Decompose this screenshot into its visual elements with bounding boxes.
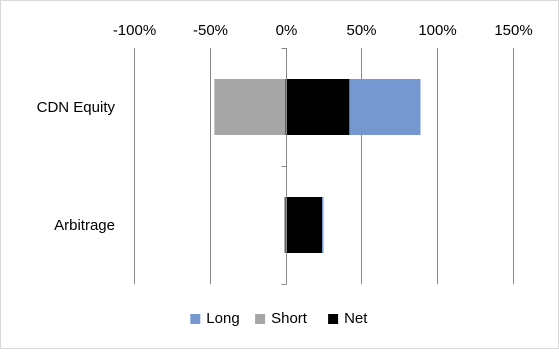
- bar-short-cdn-equity: [214, 79, 286, 135]
- bar-net-cdn-equity: [285, 79, 350, 135]
- x-tick-label: 50%: [346, 22, 376, 39]
- x-tick-label: 100%: [418, 22, 456, 39]
- bar-net-arbitrage: [285, 197, 322, 253]
- legend: Long Short Net: [190, 310, 368, 327]
- category-label: Arbitrage: [54, 217, 115, 234]
- legend-swatch-net: [328, 314, 339, 324]
- bar-short-arbitrage: [284, 197, 286, 253]
- x-tick-label: 0%: [276, 22, 298, 39]
- x-tick-label: -50%: [193, 22, 228, 39]
- legend-label-short: Short: [271, 310, 308, 327]
- legend-label-long: Long: [206, 310, 239, 327]
- legend-swatch-long: [190, 314, 201, 324]
- legend-label-net: Net: [344, 310, 368, 327]
- category-labels: CDN Equity Arbitrage: [37, 99, 116, 234]
- category-axis: [281, 48, 287, 285]
- legend-swatch-short: [255, 314, 266, 324]
- x-tick-label: -100%: [113, 22, 156, 39]
- x-axis-tick-labels: -100% -50% 0% 50% 100% 150%: [113, 22, 533, 39]
- bars: [214, 79, 421, 253]
- x-tick-label: 150%: [494, 22, 532, 39]
- category-label: CDN Equity: [37, 99, 116, 116]
